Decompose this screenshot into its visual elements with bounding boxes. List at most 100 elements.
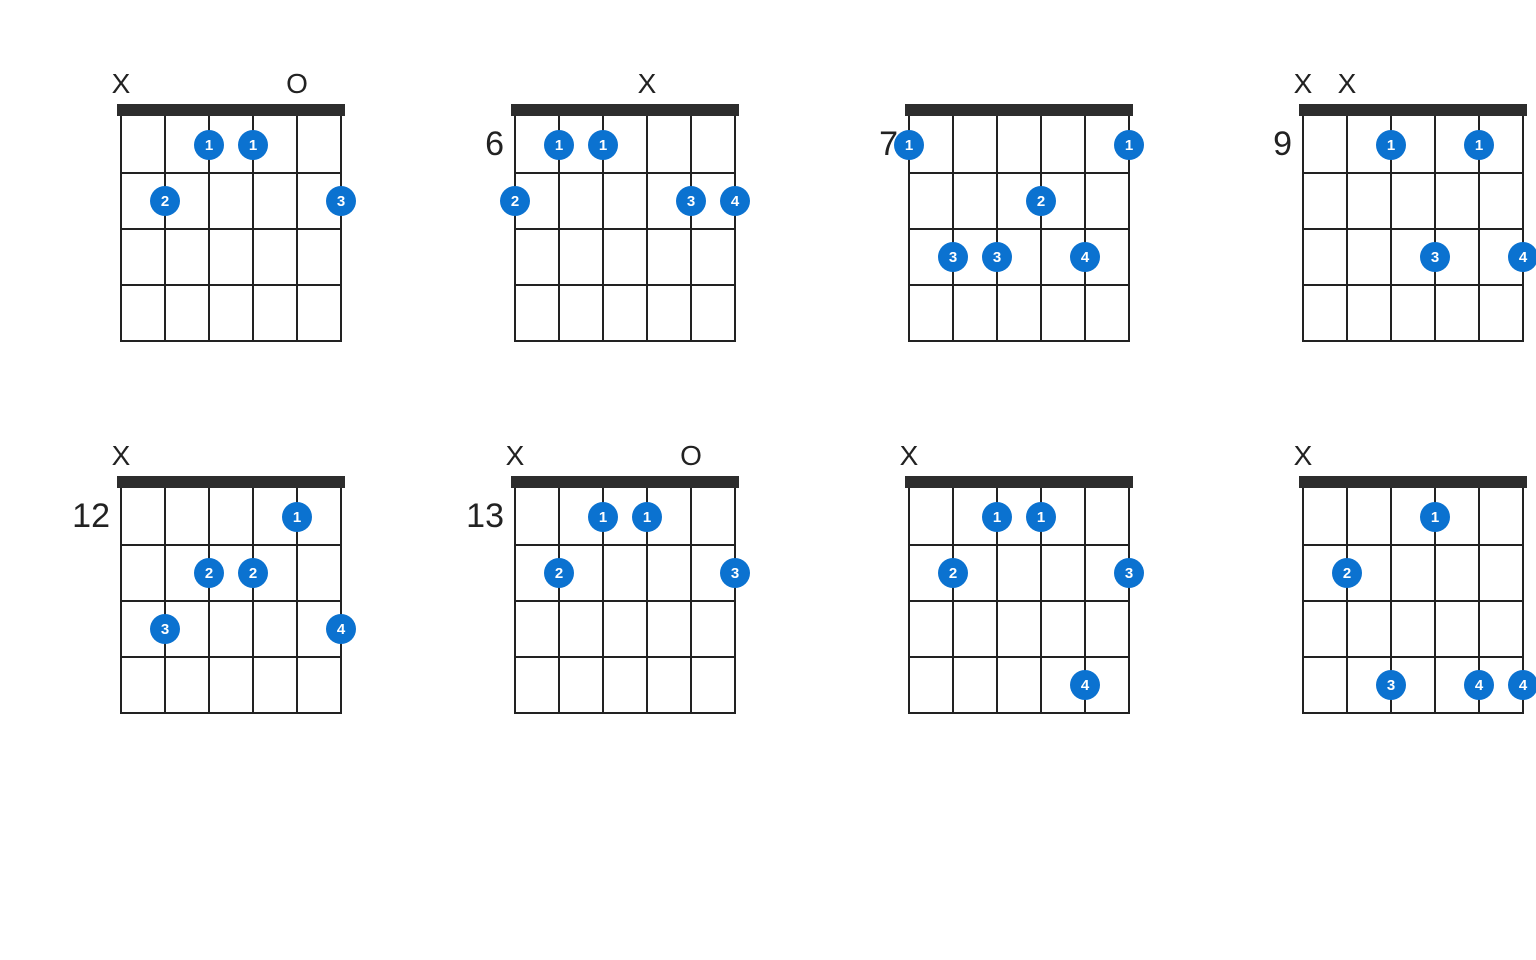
chord-cell: 7112334: [848, 70, 1132, 342]
finger-dot: 1: [194, 130, 224, 160]
finger-dot: 2: [150, 186, 180, 216]
finger-dot: 2: [194, 558, 224, 588]
chord-diagram: X11234: [908, 442, 1132, 714]
fret-line: [120, 228, 342, 230]
chord-cell: 9XX1134: [1242, 70, 1526, 342]
string-line: [296, 116, 298, 342]
string-markers-row: X: [120, 442, 344, 476]
finger-dot: 4: [1070, 242, 1100, 272]
string-line: [1302, 488, 1304, 714]
string-line: [952, 488, 954, 714]
fret-line: [514, 544, 736, 546]
finger-dot: 1: [982, 502, 1012, 532]
finger-dot: 1: [1376, 130, 1406, 160]
string-line: [1522, 116, 1524, 342]
fretboard: 11234: [908, 476, 1130, 714]
nut: [905, 104, 1133, 116]
stage: XO11236X1123471123349XX113412X1223413XO1…: [0, 0, 1536, 960]
fret-line: [1302, 600, 1524, 602]
mute-marker: X: [1294, 442, 1313, 470]
finger-dot: 4: [1464, 670, 1494, 700]
start-fret-label: 9: [1242, 127, 1302, 161]
fretboard: 12344: [1302, 476, 1524, 714]
finger-dot: 1: [588, 502, 618, 532]
string-line: [690, 116, 692, 342]
finger-dot: 3: [676, 186, 706, 216]
chord-cell: 6X11234: [454, 70, 738, 342]
nut: [117, 476, 345, 488]
string-line: [996, 116, 998, 342]
string-line: [558, 488, 560, 714]
finger-dot: 4: [1070, 670, 1100, 700]
string-line: [1128, 488, 1130, 714]
nut: [905, 476, 1133, 488]
fretboard: 1134: [1302, 104, 1524, 342]
mute-marker: X: [112, 70, 131, 98]
string-line: [952, 116, 954, 342]
finger-dot: 4: [1508, 670, 1536, 700]
finger-dot: 3: [720, 558, 750, 588]
start-fret-label: 6: [454, 127, 514, 161]
mute-marker: X: [506, 442, 525, 470]
fret-line: [908, 340, 1130, 342]
string-markers-row: X: [1302, 442, 1526, 476]
nut: [1299, 476, 1527, 488]
fret-line: [514, 284, 736, 286]
finger-dot: 3: [1376, 670, 1406, 700]
finger-dot: 1: [894, 130, 924, 160]
chord-cell: XO1123: [60, 70, 344, 342]
chord-cell: X12344: [1242, 442, 1526, 714]
fret-line: [120, 284, 342, 286]
string-line: [514, 488, 516, 714]
string-line: [1302, 116, 1304, 342]
finger-dot: 3: [1420, 242, 1450, 272]
finger-dot: 3: [982, 242, 1012, 272]
mute-marker: X: [112, 442, 131, 470]
finger-dot: 1: [544, 130, 574, 160]
finger-dot: 4: [326, 614, 356, 644]
fret-line: [908, 544, 1130, 546]
string-line: [164, 116, 166, 342]
finger-dot: 2: [544, 558, 574, 588]
string-line: [514, 116, 516, 342]
fret-line: [120, 712, 342, 714]
fret-line: [908, 600, 1130, 602]
fret-line: [908, 712, 1130, 714]
string-line: [252, 488, 254, 714]
string-markers-row: X: [514, 70, 738, 104]
fret-line: [908, 228, 1130, 230]
chord-diagram: X12234: [120, 442, 344, 714]
mute-marker: X: [1294, 70, 1313, 98]
fret-line: [514, 228, 736, 230]
string-line: [1434, 116, 1436, 342]
string-line: [208, 488, 210, 714]
fret-line: [1302, 340, 1524, 342]
nut: [511, 476, 739, 488]
chord-diagram: XO1123: [514, 442, 738, 714]
fret-line: [908, 284, 1130, 286]
fret-line: [514, 600, 736, 602]
finger-dot: 4: [720, 186, 750, 216]
finger-dot: 2: [1026, 186, 1056, 216]
fret-line: [120, 340, 342, 342]
finger-dot: 2: [238, 558, 268, 588]
string-line: [646, 116, 648, 342]
finger-dot: 1: [1420, 502, 1450, 532]
finger-dot: 1: [632, 502, 662, 532]
nut: [117, 104, 345, 116]
string-markers-row: [908, 70, 1132, 104]
mute-marker: X: [638, 70, 657, 98]
finger-dot: 3: [938, 242, 968, 272]
string-line: [908, 488, 910, 714]
fret-line: [120, 600, 342, 602]
string-line: [340, 116, 342, 342]
open-marker: O: [286, 70, 308, 98]
fret-line: [1302, 228, 1524, 230]
finger-dot: 1: [238, 130, 268, 160]
string-line: [734, 488, 736, 714]
mute-marker: X: [1338, 70, 1357, 98]
nut: [1299, 104, 1527, 116]
finger-dot: 1: [282, 502, 312, 532]
fret-line: [514, 712, 736, 714]
chord-cell: 13XO1123: [454, 442, 738, 714]
